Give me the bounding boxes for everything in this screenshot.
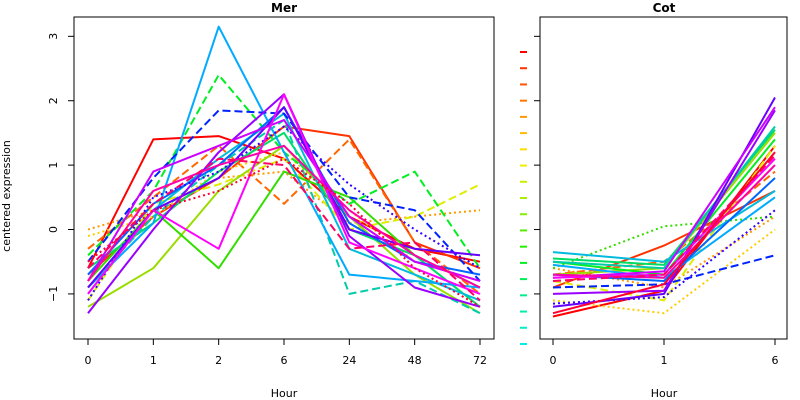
mer-series-line bbox=[87, 119, 481, 282]
cot-x-axis: 0 1 6 bbox=[534, 35, 779, 367]
mer-series-line bbox=[87, 125, 481, 301]
mer-series-line bbox=[87, 157, 481, 308]
mer-series-line bbox=[87, 144, 481, 289]
mer-series-line bbox=[87, 109, 481, 282]
mer-series-line bbox=[87, 25, 481, 289]
mer-x-tick-label: 0 bbox=[85, 354, 92, 367]
mer-y-tick-label: −1 bbox=[47, 286, 60, 302]
cot-series-line bbox=[552, 190, 776, 263]
mer-x-tick-label: 48 bbox=[408, 354, 422, 367]
mer-x-tick-label: 72 bbox=[473, 354, 487, 367]
cot-series-line bbox=[552, 190, 776, 289]
mer-x-tick-label: 2 bbox=[215, 354, 222, 367]
mer-series-line bbox=[87, 157, 481, 301]
mer-series-line bbox=[87, 157, 481, 302]
cot-x-axis-title: Hour bbox=[651, 387, 678, 400]
cot-series-line bbox=[552, 228, 776, 315]
mer-x-tick-label: 1 bbox=[150, 354, 157, 367]
color-key bbox=[520, 51, 527, 345]
cot-x-tick-label: 1 bbox=[661, 354, 668, 367]
mer-series-line bbox=[87, 138, 481, 295]
cot-title: Cot bbox=[653, 1, 676, 15]
cot-x-tick-label: 6 bbox=[772, 354, 779, 367]
mer-title: Mer bbox=[271, 1, 297, 15]
cot-series-line bbox=[552, 151, 776, 315]
mer-y-tick-label: 3 bbox=[47, 33, 60, 40]
mer-y-axis: −1 0 1 2 3 bbox=[47, 33, 74, 302]
mer-panel: Mer 0 1 2 6 24 48 72 −1 0 1 2 3 Hour centered expr… bbox=[0, 1, 495, 400]
cot-series-line bbox=[552, 215, 776, 289]
mer-y-tick-label: 2 bbox=[47, 97, 60, 104]
mer-x-axis: 0 1 2 6 24 48 72 bbox=[85, 339, 487, 367]
cot-series-line bbox=[552, 209, 776, 305]
cot-series-line bbox=[552, 170, 776, 276]
cot-panel: Cot 0 1 6 Hour bbox=[534, 1, 788, 400]
cot-series-line bbox=[552, 109, 776, 295]
mer-y-tick-label: 0 bbox=[47, 226, 60, 233]
cot-x-tick-label: 0 bbox=[550, 354, 557, 367]
cot-series-line bbox=[552, 164, 776, 279]
cot-series-line bbox=[552, 125, 776, 270]
y-axis-title: centered expression bbox=[0, 140, 13, 252]
mer-y-tick-label: 1 bbox=[47, 162, 60, 169]
cot-series-group bbox=[552, 97, 776, 318]
cot-series-line bbox=[552, 132, 776, 276]
mer-plot-frame bbox=[73, 16, 495, 340]
mer-x-axis-title: Hour bbox=[271, 387, 298, 400]
mer-x-tick-label: 6 bbox=[281, 354, 288, 367]
mer-series-group bbox=[87, 25, 481, 315]
mer-x-tick-label: 24 bbox=[342, 354, 356, 367]
cot-series-line bbox=[552, 145, 776, 302]
